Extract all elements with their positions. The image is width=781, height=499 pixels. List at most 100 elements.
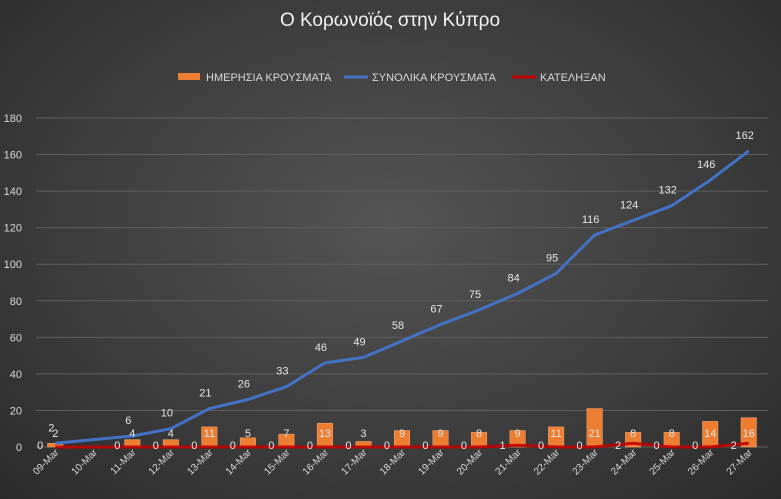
deaths-label: 1 (499, 440, 505, 452)
y-tick-label: 160 (4, 150, 22, 162)
x-tick-label: 12-Mar (147, 447, 178, 478)
daily-cases-label: 7 (283, 428, 289, 440)
total-cases-line (55, 149, 750, 445)
total-cases-label: 2 (48, 422, 54, 434)
lines (55, 149, 750, 449)
total-cases-label: 33 (276, 366, 288, 378)
deaths-label: 2 (731, 440, 737, 452)
daily-cases-label: 3 (360, 428, 366, 440)
x-tick-label: 10-Mar (70, 447, 101, 478)
daily-cases-label: 8 (669, 428, 675, 440)
total-cases-label: 21 (199, 388, 211, 400)
daily-cases-label: 8 (476, 428, 482, 440)
total-cases-label: 58 (392, 320, 404, 332)
daily-cases-label: 21 (589, 428, 601, 440)
daily-cases-label: 2 (52, 428, 58, 440)
x-axis: 09-Mar 10-Mar 11-Mar 12-Mar 13-Mar 14-Mar 15-M… (31, 447, 755, 478)
daily-cases-label: 11 (550, 428, 561, 440)
daily-cases-label: 13 (319, 428, 331, 440)
daily-cases-label: 8 (630, 428, 636, 440)
y-axis: 0 20 40 60 80 100 120 140 160 180 (4, 113, 22, 454)
total-cases-label: 162 (736, 130, 754, 142)
legend-label: ΚΑΤΕΛΗΞΑΝ (540, 72, 606, 84)
x-tick-label: 16-Mar (301, 447, 332, 478)
total-cases-label: 146 (697, 159, 715, 171)
deaths-label: 0 (345, 440, 351, 452)
total-cases-label: 132 (659, 185, 677, 197)
deaths-label: 0 (692, 440, 698, 452)
y-tick-label: 20 (10, 405, 22, 417)
y-tick-label: 100 (4, 259, 22, 271)
deaths-label: 0 (307, 440, 313, 452)
x-tick-label: 17-Mar (339, 447, 370, 478)
grid (36, 117, 768, 448)
x-tick-label: 23-Mar (571, 447, 602, 478)
total-cases-label: 26 (238, 378, 250, 390)
daily-cases-bar (509, 430, 526, 448)
total-cases-label: 67 (430, 304, 442, 316)
deaths-label: 0 (461, 440, 467, 452)
x-tick-label: 20-Mar (455, 447, 486, 478)
total-cases-label: 84 (507, 272, 519, 284)
deaths-label: 0 (153, 440, 159, 452)
daily-cases-bar (740, 417, 757, 448)
deaths-label: 0 (384, 440, 390, 452)
y-tick-label: 80 (10, 296, 22, 308)
x-tick-label: 19-Mar (416, 447, 447, 478)
y-tick-label: 140 (4, 186, 22, 198)
deaths-label: 0 (577, 440, 583, 452)
y-tick-label: 40 (10, 369, 22, 381)
x-tick-label: 09-Mar (31, 447, 62, 478)
x-tick-label: 18-Mar (378, 447, 409, 478)
y-tick-label: 180 (4, 113, 22, 125)
daily-cases-label: 9 (399, 428, 405, 440)
daily-cases-label: 9 (515, 428, 521, 440)
deaths-label: 0 (230, 440, 236, 452)
total-cases-label: 75 (469, 289, 481, 301)
total-cases-label: 95 (546, 252, 558, 264)
total-cases-label: 124 (620, 199, 638, 211)
deaths-label: 0 (422, 440, 428, 452)
total-cases-label: 6 (125, 415, 131, 427)
deaths-label: 2 (615, 440, 621, 452)
deaths-label: 0 (268, 440, 274, 452)
daily-cases-bars (47, 408, 757, 448)
x-tick-label: 25-Mar (648, 447, 679, 478)
deaths-line (55, 441, 749, 449)
total-cases-label: 116 (582, 214, 600, 226)
deaths-label: 0 (654, 440, 660, 452)
legend-label: ΣΥΝΟΛΙΚΑ ΚΡΟΥΣΜΑΤΑ (372, 72, 497, 84)
legend: ΗΜΕΡΗΣΙΑ ΚΡΟΥΣΜΑΤΑ ΣΥΝΟΛΙΚΑ ΚΡΟΥΣΜΑΤΑ ΚΑΤΕ… (178, 72, 606, 84)
chart-title: Ο Κορωνοϊός στην Κύπρο (280, 10, 500, 31)
daily-cases-label: 16 (743, 428, 755, 440)
x-tick-label: 21-Mar (494, 447, 525, 478)
x-tick-label: 13-Mar (185, 447, 216, 478)
x-tick-label: 24-Mar (609, 447, 640, 478)
x-tick-label: 14-Mar (224, 447, 255, 478)
deaths-label: 0 (538, 440, 544, 452)
daily-cases-label: 4 (168, 428, 174, 440)
y-tick-label: 0 (16, 442, 22, 454)
legend-swatch-daily-cases (178, 73, 200, 80)
deaths-label: 0 (191, 440, 197, 452)
legend-label: ΗΜΕΡΗΣΙΑ ΚΡΟΥΣΜΑΤΑ (206, 72, 332, 84)
data-labels: 2 4 4 11 5 7 13 3 9 9 8 9 11 21 8 8 14 160 0 0 0 0 0 0 0 0 0 0 1 0 0 2 0… (37, 130, 755, 452)
total-cases-label: 10 (161, 408, 173, 420)
deaths-label: 0 (37, 440, 43, 452)
daily-cases-label: 9 (437, 428, 443, 440)
daily-cases-bar (47, 443, 64, 448)
x-tick-label: 15-Mar (262, 447, 293, 478)
x-tick-label: 22-Mar (532, 447, 563, 478)
total-cases-label: 49 (353, 336, 365, 348)
y-tick-label: 120 (4, 223, 22, 235)
daily-cases-label: 14 (704, 428, 716, 440)
x-tick-label: 26-Mar (686, 447, 717, 478)
x-tick-label: 27-Mar (725, 447, 756, 478)
y-tick-label: 60 (10, 332, 22, 344)
daily-cases-label: 11 (204, 428, 215, 440)
daily-cases-label: 4 (129, 428, 135, 440)
deaths-label: 0 (114, 440, 120, 452)
daily-cases-label: 5 (245, 428, 251, 440)
total-cases-label: 46 (315, 342, 327, 354)
